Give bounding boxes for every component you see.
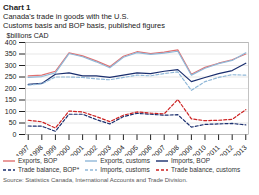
svg-text:2013: 2013 [232, 144, 248, 156]
html-text:Canada's trade in goods with t: Canada's trade in goods with the U.S. [3, 12, 129, 21]
svg-text:350: 350 [5, 50, 17, 57]
svg-text:100: 100 [5, 108, 17, 115]
svg-text:0: 0 [13, 131, 17, 138]
html-text:Imports, customs: Imports, customs [100, 166, 150, 173]
html-text:Chart 1: Chart 1 [3, 3, 31, 12]
html-text:Trade balance, BOP*: Trade balance, BOP* [18, 166, 80, 173]
svg-text:200: 200 [5, 85, 17, 92]
svg-text:250: 250 [5, 73, 17, 80]
svg-text:$billions CAD: $billions CAD [7, 32, 49, 39]
html-text:Exports, customs: Exports, customs [100, 157, 150, 164]
html-text:Exports, BOP: Exports, BOP [18, 157, 58, 164]
svg-text:400: 400 [5, 39, 17, 46]
svg-text:50: 50 [9, 119, 17, 126]
html-text:Customs basis and BOP basis, p: Customs basis and BOP basis, published f… [3, 21, 165, 30]
html-text:Imports, BOP: Imports, BOP [171, 157, 211, 164]
html-text:Source: Statistics Canada, Int: Source: Statistics Canada, International… [3, 177, 188, 183]
svg-text:300: 300 [5, 62, 17, 69]
svg-text:150: 150 [5, 96, 17, 103]
html-text:Trade balance, customs: Trade balance, customs [171, 166, 241, 173]
